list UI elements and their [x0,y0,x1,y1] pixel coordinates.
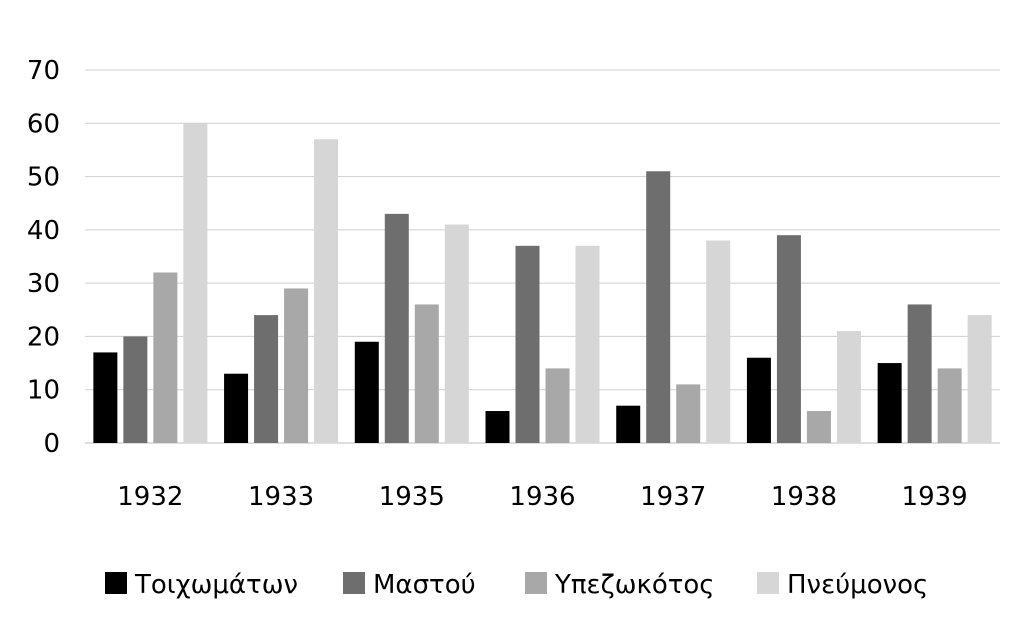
legend-label: Υπεζωκότος [554,570,715,600]
x-tick-label: 1933 [248,482,314,512]
bar [354,341,379,443]
bar [284,288,309,443]
legend: Τοιχωμάτων Μαστού Υπεζωκότος Πνεύμονος [105,570,928,600]
y-tick-label: 20 [27,322,60,352]
legend-label: Μαστού [373,570,476,600]
y-tick-label: 10 [27,376,60,406]
bar [776,235,801,443]
bar [384,213,409,443]
x-tick-label: 1937 [640,482,706,512]
x-tick-label: 1936 [509,482,575,512]
bar [706,240,731,443]
bar [183,123,208,444]
bar [444,224,469,443]
bars [93,123,992,444]
legend-label: Τοιχωμάτων [134,570,298,600]
bar [153,272,178,443]
bar [93,352,118,443]
bar [616,405,641,443]
legend-label: Πνεύμονος [787,570,928,600]
bar [545,368,570,443]
legend-swatch [105,572,127,594]
bar [746,357,771,443]
bar [123,336,148,443]
bar [907,304,932,443]
grid-lines [85,69,1000,444]
x-tick-label: 1935 [379,482,445,512]
y-tick-label: 60 [27,109,60,139]
bar [967,315,992,443]
x-tick-label: 1939 [902,482,968,512]
bar [937,368,962,443]
y-tick-label: 50 [27,163,60,193]
bar [836,331,861,443]
y-tick-label: 70 [27,56,60,86]
x-tick-label: 1938 [771,482,837,512]
bar [515,245,540,443]
y-tick-label: 0 [43,429,60,459]
bar [646,171,671,443]
legend-swatch [343,572,365,594]
bar [314,139,339,443]
bar [414,304,439,443]
legend-swatch [757,572,779,594]
y-tick-label: 40 [27,216,60,246]
bar [575,245,600,443]
bar [485,411,510,443]
y-tick-label: 30 [27,269,60,299]
bar [676,384,701,443]
bar [806,411,831,443]
legend-swatch [525,572,547,594]
bar [224,373,249,443]
bar [877,363,902,443]
axes: 0 10 20 30 40 50 60 70 1932 1933 1935 1936 1937 1938 1… [27,56,968,512]
bar [254,315,279,443]
x-tick-label: 1932 [117,482,183,512]
